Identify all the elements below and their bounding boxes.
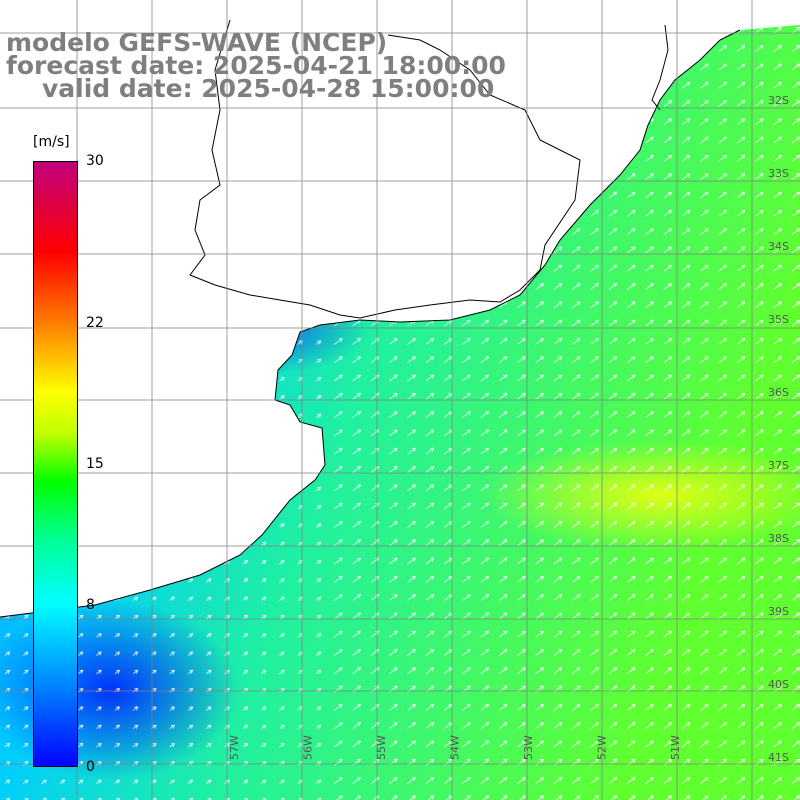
colorbar <box>33 161 78 767</box>
colorbar-gradient <box>33 161 78 767</box>
colorbar-tick-label: 8 <box>86 597 95 614</box>
forecast-date: forecast date: 2025-04-21 18:00:00 <box>6 51 506 80</box>
colorbar-tick-label: 22 <box>86 314 104 331</box>
model-title: modelo GEFS-WAVE (NCEP) <box>6 28 388 57</box>
longitude-label: 56W <box>302 735 315 760</box>
colorbar-tick-label: 15 <box>86 456 104 472</box>
latitude-label: 32S <box>768 94 789 107</box>
longitude-label: 55W <box>375 735 388 760</box>
latitude-label: 39S <box>768 605 789 618</box>
valid-date: valid date: 2025-04-28 15:00:00 <box>42 74 495 103</box>
longitude-label: 52W <box>596 735 609 760</box>
latitude-label: 38S <box>768 532 789 545</box>
latitude-label: 33S <box>768 167 789 180</box>
longitude-label: 57W <box>228 735 241 760</box>
latitude-label: 37S <box>768 459 789 472</box>
latitude-label: 35S <box>768 313 789 326</box>
longitude-label: 54W <box>449 735 462 760</box>
coastline <box>0 29 741 618</box>
longitude-label: 53W <box>522 735 535 760</box>
lagoon-outline <box>651 24 669 111</box>
colorbar-tick-label: 0 <box>86 759 95 775</box>
latitude-label: 41S <box>768 751 789 764</box>
longitude-labels: 57W 56W 55W 54W 53W 52W 51W <box>228 735 682 760</box>
colorbar-unit: [m/s] <box>33 134 70 150</box>
latitude-labels: 32S 33S 34S 35S 36S 37S 38S 39S 40S 41S <box>768 94 789 764</box>
colorbar-tick-label: 30 <box>86 153 104 169</box>
latitude-label: 34S <box>768 240 789 253</box>
latitude-label: 40S <box>768 678 789 691</box>
longitude-label: 51W <box>669 735 682 760</box>
latitude-label: 36S <box>768 386 789 399</box>
